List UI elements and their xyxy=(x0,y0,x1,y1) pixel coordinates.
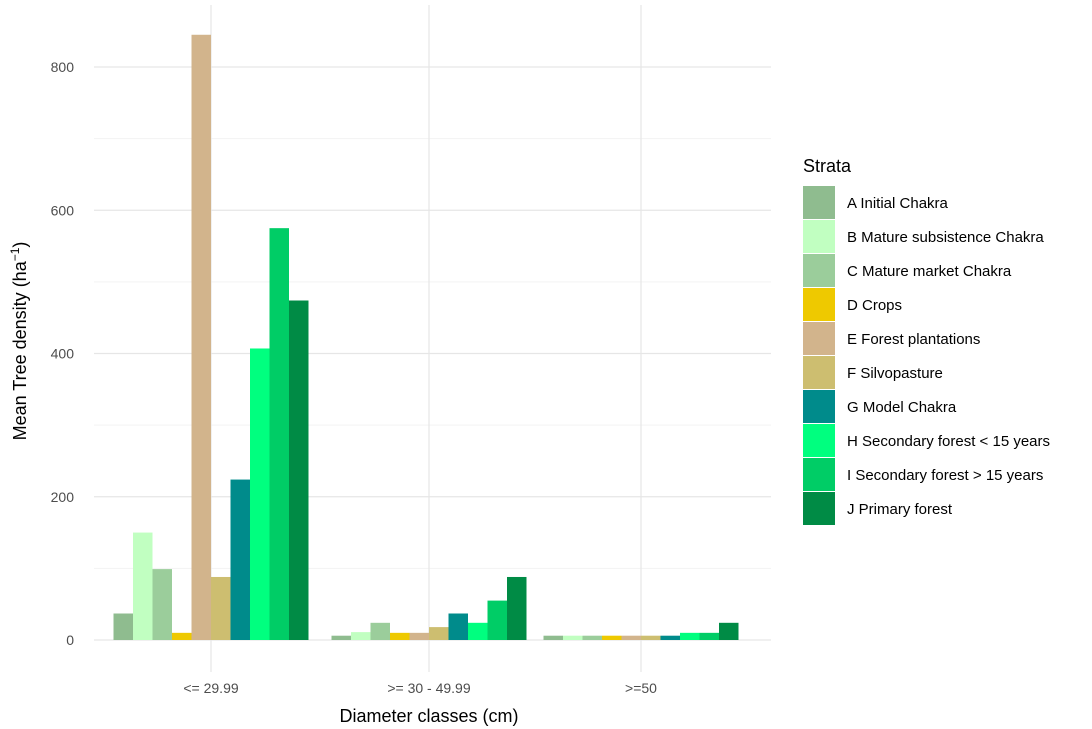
legend-label: F Silvopasture xyxy=(847,365,943,382)
bar xyxy=(660,635,680,640)
legend-label: C Mature market Chakra xyxy=(847,263,1012,280)
bar xyxy=(602,635,622,640)
bar xyxy=(719,622,739,640)
bar xyxy=(543,635,563,640)
legend-label: I Secondary forest > 15 years xyxy=(847,467,1043,484)
x-axis-title: Diameter classes (cm) xyxy=(339,706,518,726)
bar xyxy=(582,635,602,640)
bar xyxy=(563,635,583,640)
bar xyxy=(448,613,468,640)
legend-key xyxy=(803,288,835,321)
bar xyxy=(133,532,153,640)
legend-title: Strata xyxy=(803,156,852,176)
bar xyxy=(269,228,289,640)
x-tick-label: >= 30 - 49.99 xyxy=(387,680,471,696)
y-tick-label: 0 xyxy=(66,632,74,648)
legend-key xyxy=(803,322,835,355)
y-axis-title-main: Mean Tree density (ha xyxy=(10,260,30,440)
x-axis-ticks: <= 29.99 >= 30 - 49.99 >=50 xyxy=(183,680,657,696)
bar xyxy=(699,632,719,640)
legend-key xyxy=(803,458,835,491)
legend-label: G Model Chakra xyxy=(847,399,957,416)
legend-key xyxy=(803,390,835,423)
bar xyxy=(351,632,371,640)
bar xyxy=(211,576,231,640)
y-tick-label: 800 xyxy=(51,59,75,75)
legend-label: J Primary forest xyxy=(847,501,953,518)
x-tick-label: >=50 xyxy=(625,680,657,696)
legend-key xyxy=(803,220,835,253)
bars xyxy=(113,34,739,641)
y-axis-title-close: ) xyxy=(10,242,30,248)
bar xyxy=(409,632,429,640)
y-axis-title: Mean Tree density (ha−1) xyxy=(8,242,30,441)
legend-label: H Secondary forest < 15 years xyxy=(847,433,1050,450)
x-tick-label: <= 29.99 xyxy=(183,680,238,696)
bar xyxy=(230,479,250,640)
y-axis-ticks: 0 200 400 600 800 xyxy=(51,59,75,648)
bar xyxy=(429,627,449,640)
y-tick-label: 400 xyxy=(51,346,75,362)
bar xyxy=(390,632,410,640)
bar xyxy=(172,632,192,640)
bar xyxy=(250,348,270,640)
legend-label: D Crops xyxy=(847,297,902,314)
bar xyxy=(621,635,641,640)
legend-key xyxy=(803,492,835,525)
legend-key xyxy=(803,356,835,389)
bar xyxy=(641,635,661,640)
legend-key xyxy=(803,254,835,287)
bar xyxy=(370,622,390,640)
legend-label: E Forest plantations xyxy=(847,331,980,348)
bar xyxy=(680,632,700,640)
legend: Strata A Initial Chakra B Mature subsiste… xyxy=(803,156,1050,525)
bar xyxy=(507,576,527,640)
bar xyxy=(191,34,211,641)
legend-key xyxy=(803,424,835,457)
legend-label: A Initial Chakra xyxy=(847,195,949,212)
y-axis-title-superscript: −1 xyxy=(8,247,22,261)
y-tick-label: 200 xyxy=(51,489,75,505)
y-tick-label: 600 xyxy=(51,202,75,218)
bar xyxy=(113,613,133,640)
bar xyxy=(331,635,351,640)
bar xyxy=(487,600,507,640)
bar xyxy=(289,300,309,640)
legend-label: B Mature subsistence Chakra xyxy=(847,229,1044,246)
bar xyxy=(468,622,488,640)
bar xyxy=(152,569,172,640)
legend-key xyxy=(803,186,835,219)
